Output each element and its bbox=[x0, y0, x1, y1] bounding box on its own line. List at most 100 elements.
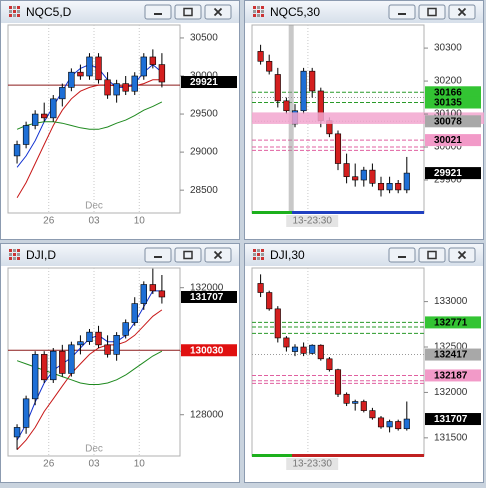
price-tag-label: 132187 bbox=[434, 371, 468, 382]
icon-cell bbox=[13, 6, 16, 9]
candle-body bbox=[360, 169, 367, 181]
candle-body bbox=[113, 83, 120, 96]
candle-body bbox=[149, 284, 157, 292]
session-strip bbox=[292, 211, 424, 214]
candle-body bbox=[369, 169, 376, 184]
candle-body bbox=[104, 79, 111, 96]
icon-cell bbox=[13, 249, 16, 252]
candle-body bbox=[309, 70, 316, 92]
close-button[interactable] bbox=[448, 4, 476, 20]
candle-body bbox=[343, 163, 350, 178]
icon-cell bbox=[9, 257, 12, 260]
candle-body bbox=[283, 337, 290, 348]
y-tick-label: 131500 bbox=[434, 432, 468, 443]
minimize-button[interactable] bbox=[388, 247, 416, 263]
restore-button[interactable] bbox=[418, 247, 446, 263]
candle-body bbox=[122, 322, 129, 336]
y-tick-label: 29900 bbox=[434, 175, 462, 186]
candle-body bbox=[352, 401, 359, 404]
x-tick-label: 03 bbox=[88, 216, 100, 227]
candle-body bbox=[77, 341, 84, 346]
icon-cell bbox=[257, 249, 260, 252]
y-tick-label: 128000 bbox=[190, 409, 224, 420]
window-icon bbox=[253, 6, 264, 17]
price-tag bbox=[425, 115, 481, 128]
icon-cell bbox=[17, 14, 20, 17]
icon-cell bbox=[13, 253, 16, 256]
x-tick-label: 13-23:30 bbox=[292, 216, 332, 227]
icon-cell bbox=[253, 249, 256, 252]
candle-body bbox=[395, 421, 402, 430]
price-tag bbox=[425, 316, 481, 329]
price-tag-label: 30021 bbox=[434, 135, 462, 146]
price-tag bbox=[181, 344, 237, 357]
icon-cell bbox=[257, 257, 260, 260]
session-strip bbox=[252, 211, 292, 214]
icon-cell bbox=[261, 14, 264, 17]
y-tick-label: 30500 bbox=[190, 33, 218, 44]
plot bbox=[8, 25, 180, 213]
candle-body bbox=[95, 331, 102, 346]
price-tag bbox=[181, 76, 237, 89]
candle-body bbox=[266, 60, 273, 72]
button-glyph bbox=[457, 7, 467, 17]
candle-body bbox=[131, 303, 138, 323]
candle-body bbox=[377, 183, 385, 191]
chart: DJI,D260310Dec12800013000013200013170713… bbox=[0, 243, 240, 483]
candle-body bbox=[131, 75, 138, 92]
candle-body bbox=[122, 83, 129, 92]
candle-body bbox=[257, 51, 264, 62]
x-tick-label: 10 bbox=[134, 216, 146, 227]
session-strip bbox=[252, 454, 292, 457]
minimize-button[interactable] bbox=[144, 4, 172, 20]
zone-band bbox=[252, 112, 484, 124]
y-tick-label: 28500 bbox=[190, 185, 218, 196]
chart: DJI,30 13-23:30 131500 132000 132500 133000 13… bbox=[244, 243, 484, 483]
restore-button[interactable] bbox=[418, 4, 446, 20]
chart-window[interactable]: NQC5,30 13-23:30 29900 30000 30100 30200 30300… bbox=[244, 0, 484, 240]
button-face bbox=[388, 4, 416, 20]
price-tag-label: 132771 bbox=[434, 318, 468, 329]
y-tick-label: 132500 bbox=[434, 342, 468, 353]
chart-window[interactable]: NQC5,D260310Dec2850029000295003000030500… bbox=[0, 0, 240, 240]
candle-body bbox=[334, 369, 342, 395]
minimize-button[interactable] bbox=[388, 4, 416, 20]
y-tick-label: 29500 bbox=[190, 109, 218, 120]
chart-window[interactable]: DJI,D260310Dec12800013000013200013170713… bbox=[0, 243, 240, 483]
window-title: DJI,D bbox=[26, 248, 56, 262]
candle-body bbox=[395, 183, 402, 191]
minimize-button[interactable] bbox=[144, 247, 172, 263]
price-tag-label: 30135 bbox=[434, 98, 462, 109]
close-button[interactable] bbox=[204, 4, 232, 20]
icon-cell bbox=[253, 10, 256, 13]
price-tag-label: 132417 bbox=[434, 350, 468, 361]
x-tick-label: 03 bbox=[88, 459, 100, 470]
candle-body bbox=[317, 344, 324, 360]
button-face bbox=[174, 4, 202, 20]
icon-cell bbox=[257, 253, 260, 256]
price-tag bbox=[425, 86, 481, 99]
close-button[interactable] bbox=[204, 247, 232, 263]
restore-button[interactable] bbox=[174, 4, 202, 20]
button-glyph bbox=[154, 13, 162, 15]
x-label-box bbox=[286, 458, 339, 470]
icon-cell bbox=[13, 257, 16, 260]
icon-cell bbox=[17, 253, 20, 256]
restore-button[interactable] bbox=[174, 247, 202, 263]
candle-body bbox=[352, 176, 359, 181]
candle-body bbox=[266, 292, 273, 310]
icon-cell bbox=[17, 6, 20, 9]
candle-body bbox=[140, 56, 147, 77]
candle-body bbox=[283, 100, 290, 112]
candle-body bbox=[22, 398, 30, 428]
chart-window[interactable]: DJI,30 13-23:30 131500 132000 132500 133000 13… bbox=[244, 243, 484, 483]
close-button[interactable] bbox=[448, 247, 476, 263]
month-label: Dec bbox=[85, 444, 103, 455]
price-tag-label: 29921 bbox=[190, 77, 218, 88]
price-tag-label: 30078 bbox=[434, 116, 462, 127]
button-face bbox=[388, 247, 416, 263]
x-label-box bbox=[286, 215, 339, 227]
chart: NQC5,D260310Dec2850029000295003000030500… bbox=[0, 0, 240, 240]
session-strip bbox=[292, 454, 424, 457]
